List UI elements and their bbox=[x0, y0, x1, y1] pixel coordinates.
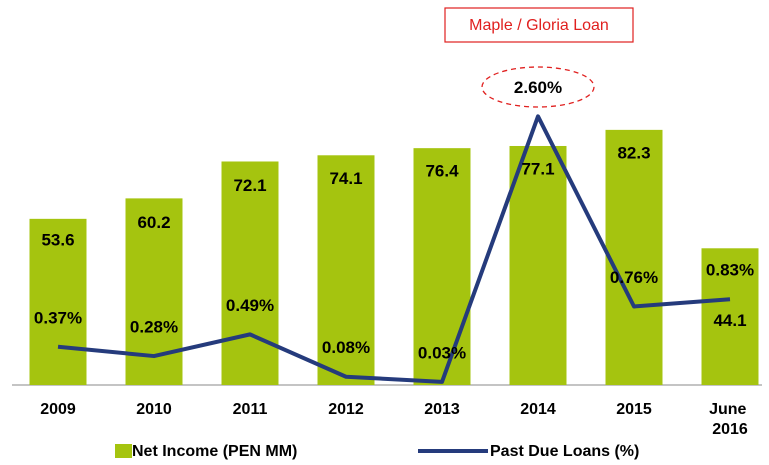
line-value-label: 0.08% bbox=[322, 338, 370, 357]
x-tick-label: 2013 bbox=[424, 401, 460, 418]
bar-value-label: 53.6 bbox=[41, 230, 74, 249]
line-value-label: 2.60% bbox=[514, 78, 562, 97]
annotation-ellipse bbox=[481, 66, 595, 108]
bar-value-label: 74.1 bbox=[329, 169, 362, 188]
bar bbox=[509, 145, 567, 385]
line bbox=[57, 114, 731, 384]
bar-value-label: 72.1 bbox=[233, 176, 266, 195]
x-tick-label: June 2016 bbox=[709, 401, 751, 438]
bar-value-label: 44.1 bbox=[713, 311, 746, 330]
x-tick-label: 2012 bbox=[328, 401, 364, 418]
x-tick-label: 2014 bbox=[520, 401, 556, 418]
x-tick-label: 2009 bbox=[40, 401, 76, 418]
bar bbox=[317, 155, 375, 385]
bar bbox=[29, 218, 87, 385]
x-tick-label: 2010 bbox=[136, 401, 172, 418]
line-value-label: 0.37% bbox=[34, 308, 82, 327]
bar-value-label: 77.1 bbox=[521, 159, 554, 178]
bar-value-label: 82.3 bbox=[617, 143, 650, 162]
line-value-label: 0.03% bbox=[418, 343, 466, 362]
bar bbox=[701, 248, 759, 385]
annotation: Maple / Gloria Loan bbox=[469, 17, 609, 34]
bar bbox=[221, 161, 279, 385]
legend-label: Past Due Loans (%) bbox=[490, 443, 639, 460]
x-tick-label: 2011 bbox=[233, 401, 268, 418]
x-tick-label: 2015 bbox=[616, 401, 652, 418]
bar-value-label: 76.4 bbox=[425, 162, 459, 181]
line-value-label: 0.83% bbox=[706, 261, 754, 280]
line-value-label: 0.76% bbox=[610, 268, 658, 287]
legend-swatch bbox=[115, 444, 132, 458]
bar bbox=[413, 148, 471, 385]
bar bbox=[605, 129, 663, 385]
line-value-label: 0.49% bbox=[226, 296, 274, 315]
annotation-box bbox=[444, 7, 634, 43]
line-value-label: 0.28% bbox=[130, 318, 178, 337]
legend-label: Net Income (PEN MM) bbox=[132, 443, 297, 460]
bar-value-label: 60.2 bbox=[137, 213, 170, 232]
